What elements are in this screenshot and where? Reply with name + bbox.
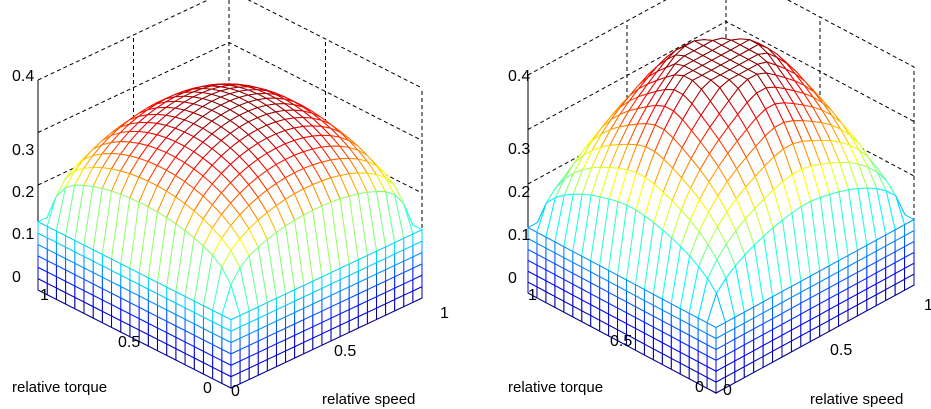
z-tick-label: 0.2 <box>508 184 530 201</box>
surface-walls <box>37 220 423 389</box>
surface-mesh <box>36 83 424 321</box>
y-tick-label: 0.5 <box>118 334 140 351</box>
z-tick-label: 0 <box>12 269 21 286</box>
z-tick-label: 0 <box>508 270 517 287</box>
x-tick-label: 1 <box>440 305 449 322</box>
y-tick-label: 1 <box>528 287 537 304</box>
wall-patch <box>37 220 48 239</box>
grid-line <box>37 41 423 141</box>
surface-walls <box>527 218 915 394</box>
wall-patch <box>527 226 538 245</box>
grid-line <box>527 0 667 76</box>
grid-line <box>786 0 915 68</box>
x-tick-label: 1 <box>924 297 931 314</box>
wall-patch <box>904 218 915 237</box>
x-tick-label: 0 <box>723 382 732 399</box>
x-axis-label: relative speed <box>322 391 415 408</box>
x-tick-label: 0.5 <box>830 342 852 359</box>
x-tick-label: 0 <box>231 383 240 400</box>
x-tick-label: 0.5 <box>334 343 356 360</box>
x-axis-label: relative speed <box>810 391 903 408</box>
z-tick-label: 0.3 <box>508 141 530 158</box>
z-tick-label: 0.4 <box>508 68 530 85</box>
grid-line <box>527 20 915 130</box>
z-tick-label: 0.4 <box>12 68 34 85</box>
z-tick-label: 0.2 <box>12 184 34 201</box>
z-tick-label: 0.3 <box>12 142 34 159</box>
y-tick-label: 0 <box>203 380 212 397</box>
y-tick-label: 0.5 <box>610 333 632 350</box>
z-tick-label: 0.1 <box>12 226 34 243</box>
z-tick-label: 0.1 <box>508 227 530 244</box>
y-axis-label: relative torque <box>12 379 107 396</box>
y-tick-label: 0 <box>695 379 704 396</box>
surface-chart-1: 0 0.1 0.2 0.3 0.4 0 0.5 1 0 0.5 1 relative speed rel… <box>12 0 449 408</box>
surface-mesh <box>526 37 916 329</box>
tick-labels: 0 0.1 0.2 0.3 0.4 0 0.5 1 0 0.5 1 <box>12 68 449 400</box>
y-axis-label: relative torque <box>508 379 603 396</box>
y-tick-label: 1 <box>40 287 49 304</box>
grid-line <box>37 0 209 81</box>
wall-patch <box>412 228 423 247</box>
grid-line <box>247 0 423 89</box>
